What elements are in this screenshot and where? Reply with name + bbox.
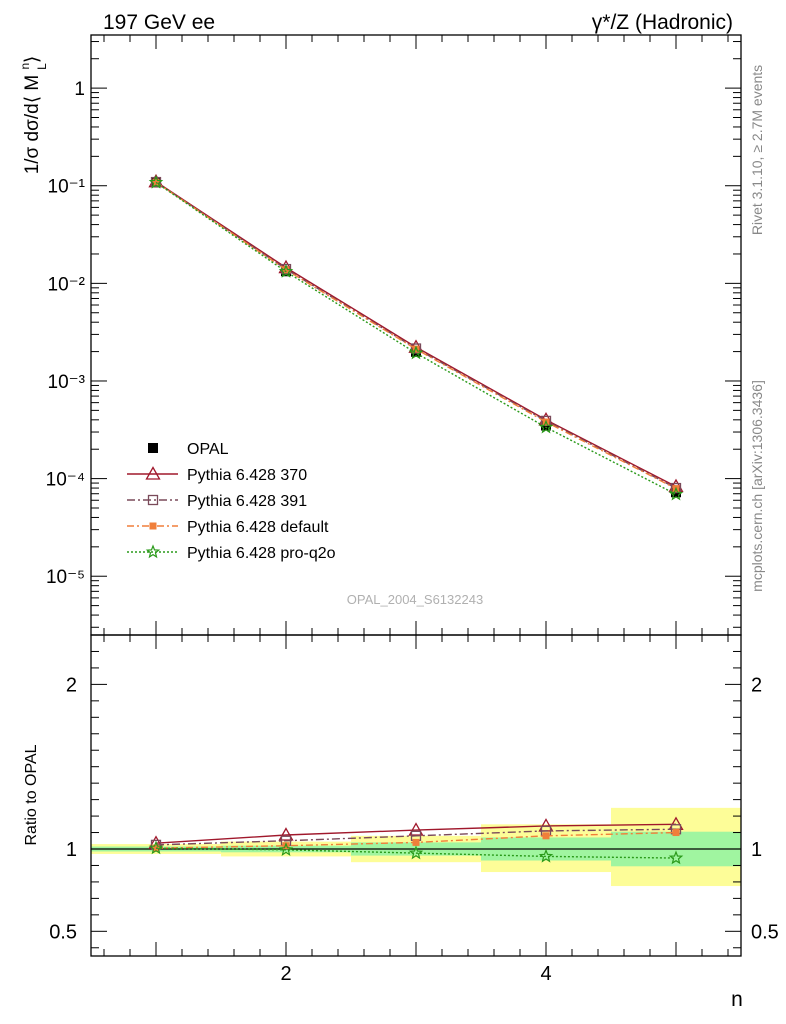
main-ytick-label: 1: [74, 79, 85, 100]
ratio-pq2o-point-5: [668, 850, 684, 865]
legend: OPAL Pythia 6.428 370 Pythia 6.428 391 Pyth…: [127, 441, 336, 562]
main-pq2o-point-5: [668, 486, 684, 501]
ratio-pdefault-point-4: [542, 832, 550, 840]
ratio-ytick-label-right: 0.5: [751, 921, 779, 943]
ratio-ytick-label-left: 1: [66, 839, 77, 861]
ratio-frame: [90, 634, 742, 957]
main-pdefault-point-1: [152, 178, 160, 186]
ratio-panel: 2 2 1 1 0.5 0.5 2 4 Ratio to OPAL n: [23, 634, 779, 1011]
main-pdefault-point-3: [412, 345, 420, 353]
main-ytick-label: 10⁻³: [48, 372, 86, 393]
legend-label-opal: OPAL: [187, 441, 229, 458]
rivet-version-label: Rivet 3.1.10, ≥ 2.7M events: [749, 65, 765, 235]
legend-marker-pdefault: [149, 522, 157, 530]
ratio-ytick-label-left: 0.5: [49, 921, 77, 943]
ratio-pq2o-point-1: [148, 840, 164, 855]
main-pq2o-point-3: [408, 345, 424, 360]
main-ytick-label: 10⁻⁴: [46, 470, 85, 491]
main-panel: 1 10⁻¹ 10⁻² 10⁻³ 10⁻⁴ 10⁻⁵ OPAL_2004_S6132243…: [18, 34, 742, 636]
watermark: OPAL_2004_S6132243: [347, 592, 483, 607]
main-ytick-label: 10⁻¹: [48, 177, 86, 198]
ratio-p391-line: [155, 828, 677, 846]
legend-label-pdefault: Pythia 6.428 default: [187, 519, 329, 536]
main-ytick-label: 10⁻⁵: [46, 567, 85, 588]
ratio-pq2o-point-3: [408, 845, 424, 860]
main-pdefault-point-2: [282, 266, 290, 274]
ratio-pdefault-point-2: [282, 842, 290, 850]
ylabel-sub: L: [35, 63, 49, 70]
legend-marker-p370: [145, 466, 161, 480]
main-p391-line: [155, 181, 677, 489]
ratio-xtick-label: 4: [540, 963, 551, 985]
legend-marker-opal: [148, 443, 158, 453]
main-y-axis-label: 1/σ dσ/d⟨ M n L⟩: [18, 56, 49, 175]
ratio-pq2o-point-4: [538, 848, 554, 863]
mcplots-label: mcplots.cern.ch [arXiv:1306.3436]: [749, 380, 765, 592]
main-pq2o-line: [155, 181, 677, 495]
ylabel-sup: n: [18, 63, 32, 70]
legend-label-p391: Pythia 6.428 391: [187, 493, 307, 510]
legend-label-pq2o: Pythia 6.428 pro-q2o: [187, 545, 336, 562]
main-pq2o-point-1: [148, 174, 164, 189]
main-pq2o-point-4: [538, 419, 554, 434]
main-p370-line: [155, 181, 677, 488]
legend-marker-p391: [147, 494, 159, 506]
legend-label-p370: Pythia 6.428 370: [187, 467, 307, 484]
header-right-title: γ*/Z (Hadronic): [592, 11, 733, 34]
ratio-p370-point-2: [278, 827, 294, 841]
legend-marker-pq2o: [145, 544, 161, 559]
ratio-ytick-label-right: 2: [751, 674, 762, 696]
ratio-y-axis-label: Ratio to OPAL: [23, 744, 40, 845]
ratio-p370-point-3: [408, 822, 424, 836]
ratio-xtick-label: 2: [280, 963, 291, 985]
main-p391-point-3: [410, 343, 422, 354]
main-ytick-label: 10⁻²: [48, 274, 86, 295]
header-left-title: 197 GeV ee: [103, 11, 215, 34]
main-pq2o-point-2: [278, 263, 294, 278]
ratio-pq2o-line: [155, 847, 677, 859]
main-pdefault-line: [155, 181, 677, 490]
ylabel-tail: ⟩: [22, 56, 43, 63]
ratio-pdefault-point-3: [412, 838, 420, 846]
ratio-p370-line: [155, 823, 677, 844]
ratio-ytick-label-right: 1: [751, 839, 762, 861]
main-p391-point-5: [670, 482, 682, 494]
ratio-ytick-label-left: 2: [66, 674, 77, 696]
ratio-pdefault-point-5: [672, 829, 680, 837]
ratio-pq2o-point-2: [278, 842, 294, 857]
x-axis-label: n: [731, 988, 743, 1011]
